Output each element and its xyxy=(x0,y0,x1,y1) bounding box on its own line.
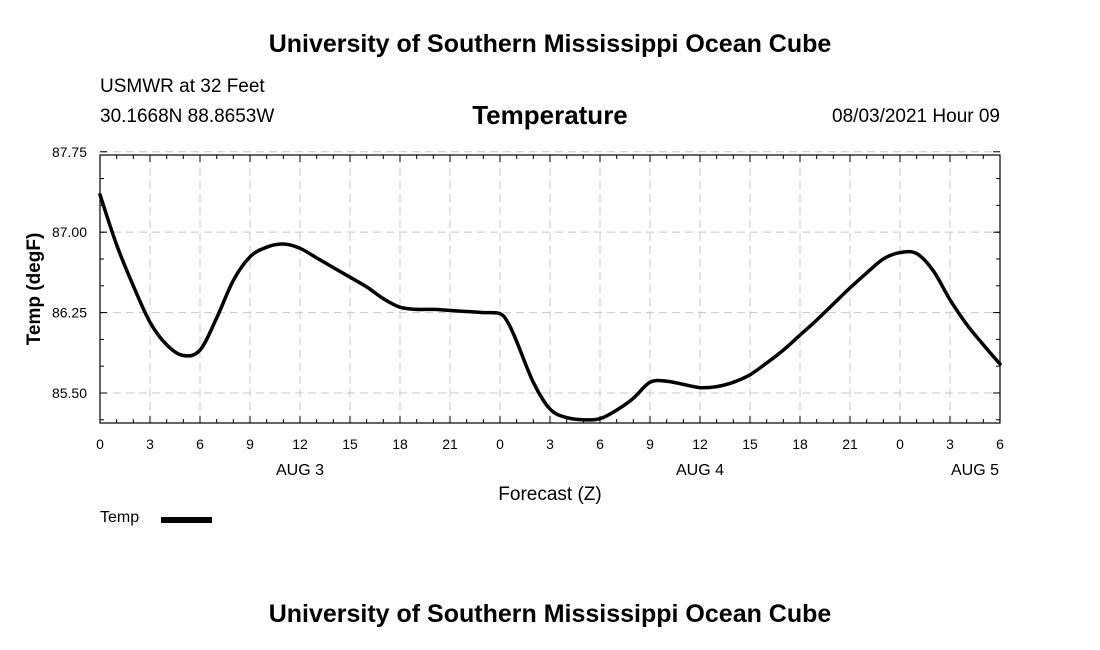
y-tick-label: 87.75 xyxy=(52,144,87,160)
grid-lines xyxy=(100,151,1000,423)
forecast-datetime: 08/03/2021 Hour 09 xyxy=(832,106,1000,127)
date-label: AUG 5 xyxy=(951,462,999,479)
y-tick-label: 85.50 xyxy=(52,385,87,401)
axis-ticks xyxy=(99,151,1001,423)
x-tick-label: 3 xyxy=(546,436,554,452)
chart-title: Temperature xyxy=(472,100,628,130)
plot-frame xyxy=(99,154,1001,424)
station-coordinates: 30.1668N 88.8653W xyxy=(100,106,275,127)
x-tick-label: 0 xyxy=(896,436,904,452)
station-label: USMWR at 32 Feet xyxy=(100,76,265,97)
page-title: University of Southern Mississippi Ocean… xyxy=(268,30,832,58)
y-tick-label: 86.25 xyxy=(52,305,87,321)
x-tick-label: 3 xyxy=(946,436,954,452)
footer-title: University of Southern Mississippi Ocean… xyxy=(268,600,832,628)
x-tick-label: 18 xyxy=(792,436,808,452)
y-tick-label: 87.00 xyxy=(52,224,87,240)
x-tick-label: 15 xyxy=(742,436,758,452)
x-tick-label: 6 xyxy=(596,436,604,452)
x-tick-label: 18 xyxy=(392,436,408,452)
x-axis-label: Forecast (Z) xyxy=(498,484,601,505)
series-line-temp xyxy=(98,192,1002,422)
date-label: AUG 3 xyxy=(276,462,324,479)
x-tick-label: 9 xyxy=(246,436,254,452)
x-tick-label: 15 xyxy=(342,436,358,452)
x-tick-label: 0 xyxy=(96,436,104,452)
x-tick-label: 0 xyxy=(496,436,504,452)
x-tick-label: 9 xyxy=(646,436,654,452)
x-tick-label: 21 xyxy=(442,436,458,452)
x-tick-label: 12 xyxy=(692,436,708,452)
legend-label: Temp xyxy=(100,509,140,526)
x-tick-label: 6 xyxy=(996,436,1004,452)
x-tick-label: 12 xyxy=(292,436,308,452)
tick-labels: 0 3 6 9 12 15 18 21 0 3 6 9 12 15 18 21 0 3 6 AUG 3 AUG 4 AUG… xyxy=(52,144,1004,479)
legend-swatch xyxy=(161,517,212,523)
x-tick-label: 6 xyxy=(196,436,204,452)
x-tick-label: 21 xyxy=(842,436,858,452)
y-axis-label: Temp (degF) xyxy=(24,233,45,346)
date-label: AUG 4 xyxy=(676,462,724,479)
series-layer xyxy=(98,192,1002,422)
x-tick-label: 3 xyxy=(146,436,154,452)
